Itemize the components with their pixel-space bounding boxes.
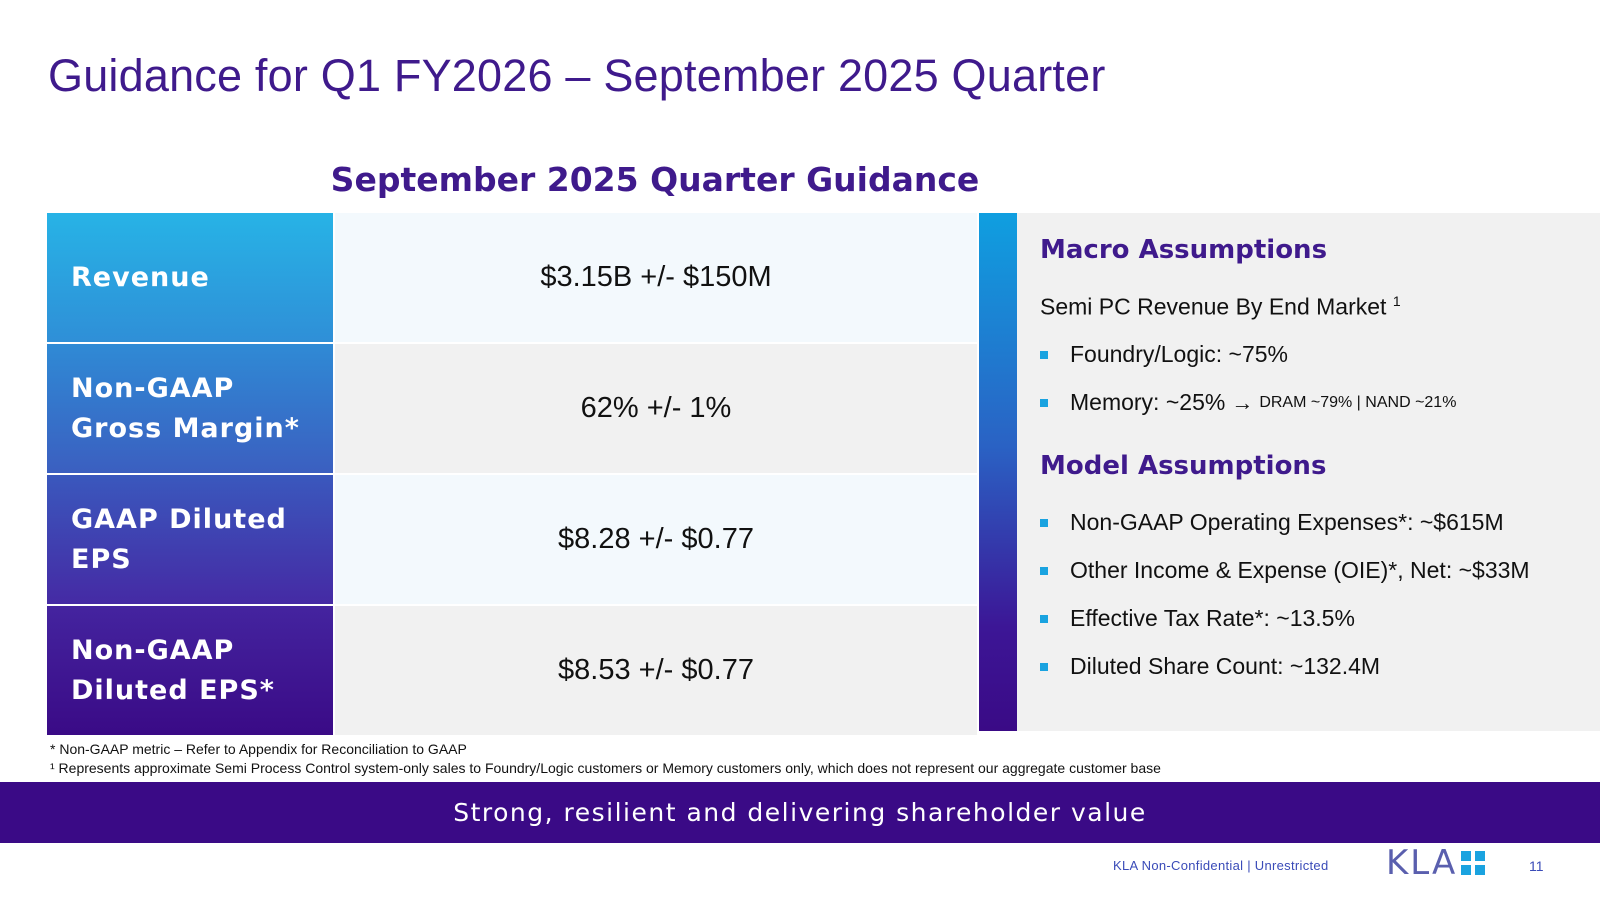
page-number: 11 — [1529, 858, 1544, 874]
bullet-square-icon — [1040, 398, 1048, 407]
assumptions-panel: Macro Assumptions Semi PC Revenue By End… — [1017, 213, 1600, 731]
guidance-label: GAAP Diluted EPS — [47, 475, 333, 604]
guidance-label: Revenue — [47, 213, 333, 342]
footnote-non-gaap: * Non-GAAP metric – Refer to Appendix fo… — [50, 741, 467, 757]
bullet-text: Non-GAAP Operating Expenses*: ~$615M — [1070, 509, 1504, 535]
classification-label: KLA Non-Confidential | Unrestricted — [1113, 858, 1329, 873]
footnote-semi-pc: ¹ Represents approximate Semi Process Co… — [50, 760, 1161, 776]
guidance-value: $8.28 +/- $0.77 — [335, 475, 977, 604]
macro-subheading: Semi PC Revenue By End Market 1 — [1040, 293, 1401, 321]
macro-bullet: Memory: ~25% → DRAM ~79% | NAND ~21% — [1040, 389, 1456, 416]
bullet-square-icon — [1040, 566, 1048, 575]
model-bullet: Diluted Share Count: ~132.4M — [1040, 653, 1380, 680]
logo-text: KLA — [1386, 843, 1458, 883]
guidance-table-heading: September 2025 Quarter Guidance — [330, 160, 980, 199]
macro-subheading-text: Semi PC Revenue By End Market — [1040, 293, 1387, 320]
tagline-text: Strong, resilient and delivering shareho… — [453, 798, 1147, 827]
macro-bullet: Foundry/Logic: ~75% — [1040, 341, 1288, 368]
model-bullet: Other Income & Expense (OIE)*, Net: ~$33… — [1040, 557, 1530, 584]
guidance-row-gross-margin: Non-GAAP Gross Margin* 62% +/- 1% — [47, 344, 977, 473]
model-bullet: Effective Tax Rate*: ~13.5% — [1040, 605, 1355, 632]
macro-assumptions-heading: Macro Assumptions — [1040, 235, 1328, 265]
guidance-label: Non-GAAP Gross Margin* — [47, 344, 333, 473]
assumptions-accent-bar — [979, 213, 1017, 731]
bullet-text: Effective Tax Rate*: ~13.5% — [1070, 605, 1355, 631]
guidance-value: 62% +/- 1% — [335, 344, 977, 473]
model-bullet: Non-GAAP Operating Expenses*: ~$615M — [1040, 509, 1504, 536]
guidance-row-gaap-eps: GAAP Diluted EPS $8.28 +/- $0.77 — [47, 475, 977, 604]
guidance-table: Revenue $3.15B +/- $150M Non-GAAP Gross … — [47, 213, 977, 735]
footnotes: * Non-GAAP metric – Refer to Appendix fo… — [50, 740, 1161, 778]
bullet-square-icon — [1040, 614, 1048, 623]
guidance-value: $3.15B +/- $150M — [335, 213, 977, 342]
guidance-row-revenue: Revenue $3.15B +/- $150M — [47, 213, 977, 342]
bullet-text: Foundry/Logic: ~75% — [1070, 341, 1288, 367]
bullet-square-icon — [1040, 350, 1048, 359]
bullet-square-icon — [1040, 518, 1048, 527]
bullet-square-icon — [1040, 662, 1048, 671]
tagline-banner: Strong, resilient and delivering shareho… — [0, 782, 1600, 843]
model-assumptions-heading: Model Assumptions — [1040, 451, 1327, 481]
arrow-right-icon: → — [1231, 389, 1254, 415]
guidance-label: Non-GAAP Diluted EPS* — [47, 606, 333, 735]
bullet-text: Memory: ~25% — [1070, 389, 1226, 415]
memory-split-note: DRAM ~79% | NAND ~21% — [1259, 393, 1457, 411]
page-title: Guidance for Q1 FY2026 – September 2025 … — [48, 50, 1106, 101]
plus-logo-icon — [1461, 851, 1486, 875]
bullet-text: Diluted Share Count: ~132.4M — [1070, 653, 1381, 679]
kla-logo: KLA — [1386, 843, 1486, 883]
bullet-text: Other Income & Expense (OIE)*, Net: ~$33… — [1070, 557, 1530, 583]
guidance-value: $8.53 +/- $0.77 — [335, 606, 977, 735]
guidance-row-non-gaap-eps: Non-GAAP Diluted EPS* $8.53 +/- $0.77 — [47, 606, 977, 735]
footnote-marker: 1 — [1392, 293, 1401, 309]
